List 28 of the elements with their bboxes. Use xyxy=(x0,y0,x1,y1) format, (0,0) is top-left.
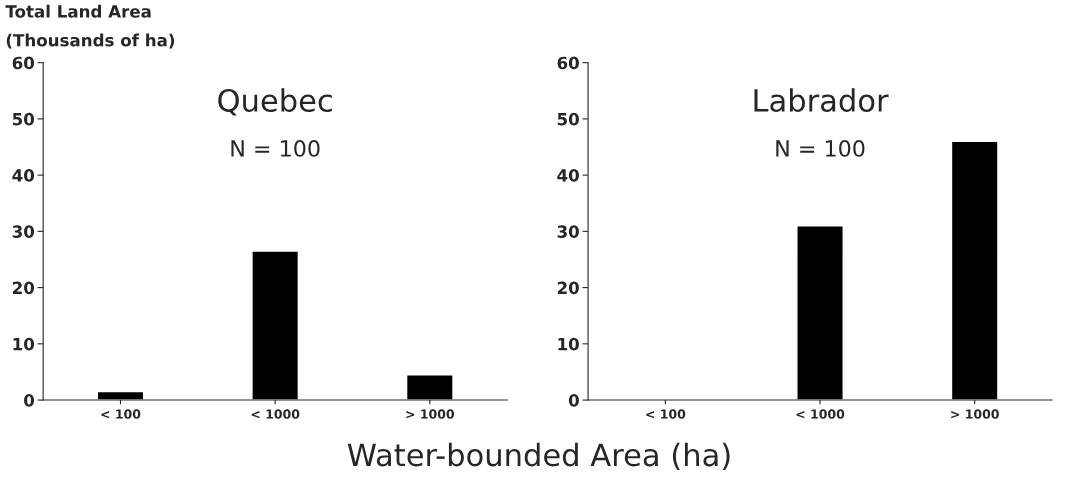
y-tick-label: 40 xyxy=(12,169,35,182)
bar xyxy=(251,250,300,401)
text: N = 100 xyxy=(776,140,865,157)
x-tick-label: > 1000 xyxy=(951,409,999,419)
x-tick-label: < 100 xyxy=(101,409,141,419)
text: Labrador xyxy=(754,88,889,113)
y-tick-label: 60 xyxy=(12,56,35,70)
bar xyxy=(405,374,454,401)
y-tick-label: 50 xyxy=(12,112,35,126)
x-axis-title: Water-bounded Area (ha) xyxy=(347,442,730,471)
text: Quebec xyxy=(218,88,332,116)
y-tick-label: 30 xyxy=(557,225,579,238)
x-tick-label: < 1000 xyxy=(251,409,300,419)
y-tick-label: 40 xyxy=(557,169,579,182)
y-tick-label: 10 xyxy=(558,337,579,351)
x-tick-label: < 100 xyxy=(646,409,686,419)
y-tick-label: 20 xyxy=(557,281,579,295)
y-tick-label: 10 xyxy=(13,337,35,351)
y-tick-label: 0 xyxy=(24,394,35,407)
y-tick-label: 50 xyxy=(557,112,579,126)
y-tick-label: 60 xyxy=(557,56,579,70)
y-tick-label: 20 xyxy=(12,281,35,295)
x-tick-label: > 1000 xyxy=(406,409,455,419)
y-axis-title: Total Land Area (Thousands of ha) xyxy=(5,4,175,49)
text: N = 100 xyxy=(231,140,320,157)
x-tick-label: < 1000 xyxy=(796,409,845,419)
y-tick-label: 0 xyxy=(568,394,579,407)
y-tick-label: 30 xyxy=(12,225,35,238)
